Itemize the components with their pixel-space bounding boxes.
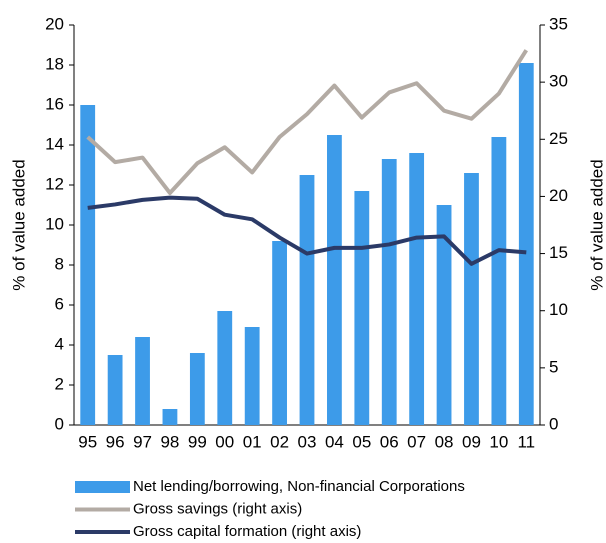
y2-tick-label: 0 [549, 414, 558, 433]
x-tick-label: 97 [133, 432, 152, 451]
x-tick-label: 96 [106, 432, 125, 451]
bar [327, 135, 342, 425]
line [87, 195, 527, 266]
bar [272, 241, 287, 425]
y-tick-label: 6 [55, 294, 64, 313]
y-tick-label: 4 [55, 334, 64, 353]
x-tick-label: 95 [78, 432, 97, 451]
x-tick-label: 11 [517, 432, 535, 451]
x-tick-label: 06 [380, 432, 399, 451]
legend-label: Net lending/borrowing, Non-financial Cor… [133, 478, 465, 495]
y-tick-label: 12 [45, 174, 64, 193]
bar [381, 159, 397, 425]
x-tick-label: 04 [325, 432, 344, 451]
y-tick-label: 8 [55, 254, 64, 273]
y2-axis-label: % of value added [587, 159, 606, 290]
y2-tick-label: 10 [549, 300, 568, 319]
y2-tick-label: 15 [549, 243, 568, 262]
bar [299, 175, 315, 425]
y2-tick-label: 5 [549, 357, 558, 376]
x-tick-label: 99 [188, 432, 207, 451]
legend-swatch [75, 481, 130, 493]
bar [80, 105, 96, 425]
x-tick-label: 08 [435, 432, 454, 451]
bar [162, 409, 178, 425]
x-tick-label: 98 [160, 432, 179, 451]
y-axis-label: % of value added [9, 159, 28, 290]
bar [354, 191, 370, 425]
x-tick-label: 03 [298, 432, 317, 451]
x-tick-label: 00 [215, 432, 234, 451]
bar [464, 173, 479, 425]
legend-label: Gross savings (right axis) [133, 500, 302, 517]
y-tick-label: 18 [45, 54, 64, 73]
bar [107, 355, 123, 425]
y2-tick-label: 20 [549, 186, 568, 205]
bar [135, 337, 150, 425]
x-tick-label: 01 [243, 432, 262, 451]
x-tick-label: 09 [462, 432, 481, 451]
bar [217, 311, 233, 425]
y-tick-label: 20 [45, 14, 64, 33]
y2-tick-label: 30 [549, 72, 568, 91]
x-tick-label: 02 [270, 432, 289, 451]
x-tick-label: 07 [407, 432, 426, 451]
line [86, 49, 528, 195]
bar [244, 327, 260, 425]
bar [189, 353, 205, 425]
bar [491, 137, 507, 425]
bar [436, 205, 452, 425]
y2-tick-label: 35 [549, 14, 568, 33]
bar [518, 63, 534, 425]
y-tick-label: 0 [55, 414, 64, 433]
x-tick-label: 10 [489, 432, 508, 451]
y-tick-label: 10 [45, 214, 64, 233]
y-tick-label: 16 [45, 94, 64, 113]
y-tick-label: 2 [55, 374, 64, 393]
bar [409, 153, 425, 425]
y2-tick-label: 25 [549, 129, 568, 148]
y-tick-label: 14 [45, 134, 64, 153]
x-tick-label: 05 [352, 432, 371, 451]
legend-label: Gross capital formation (right axis) [133, 523, 361, 540]
